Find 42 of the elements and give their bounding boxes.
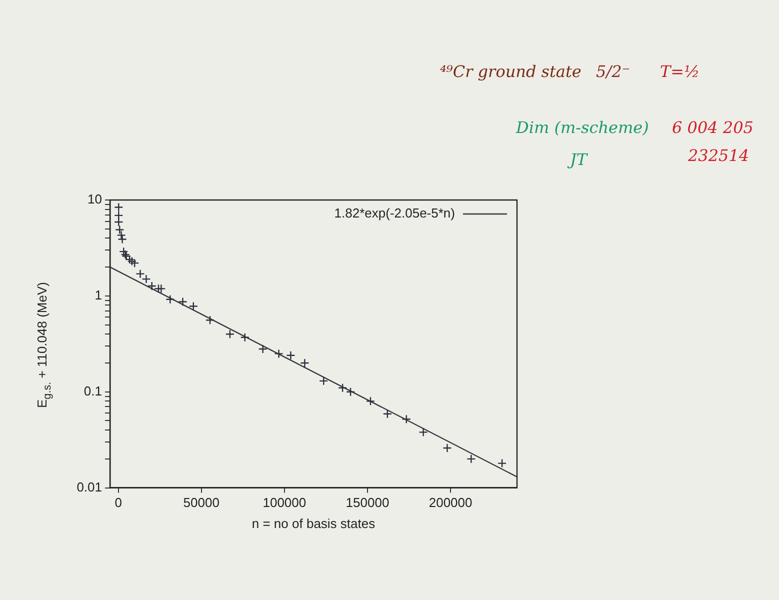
point [258,344,268,354]
point [166,294,175,304]
point [497,458,507,468]
text: Dim (m-scheme) [516,118,649,137]
point [338,383,348,392]
point [382,409,392,418]
x-tick-label: 50000 [183,495,220,510]
x-axis-title: n = no of basis states [252,516,376,531]
point [178,297,188,306]
point [418,428,428,437]
point [319,376,328,386]
point [240,332,250,342]
x-tick-label: 200000 [428,495,472,510]
y-tick-label: 10 [88,192,102,207]
point [118,234,127,244]
point [114,210,124,220]
text: 232514 [688,146,750,165]
point [366,396,376,406]
point [114,217,124,227]
text: T=½ [660,62,700,81]
x-tick-label: 150000 [346,495,390,510]
point [205,315,215,325]
point [346,387,356,396]
x-tick-label: 100000 [262,495,306,510]
text: 5/2⁻ [596,62,630,81]
y-tick-label: 1 [94,288,102,303]
point [300,358,310,368]
point [114,202,124,212]
point [402,414,411,424]
point [286,350,296,360]
point [442,443,452,453]
text: ⁴⁹Cr ground state [440,62,582,81]
point [274,349,284,358]
y-tick-label: 0.01 [76,479,102,494]
x-tick-label: 0 [114,495,122,510]
point [466,454,476,464]
point [188,302,198,311]
text: 6 004 205 [672,118,754,137]
y-tick-label: 0.1 [84,383,102,398]
point [225,330,235,339]
legend-label: 1.82*exp(-2.05e-5*n) [334,206,455,221]
point [156,284,166,294]
